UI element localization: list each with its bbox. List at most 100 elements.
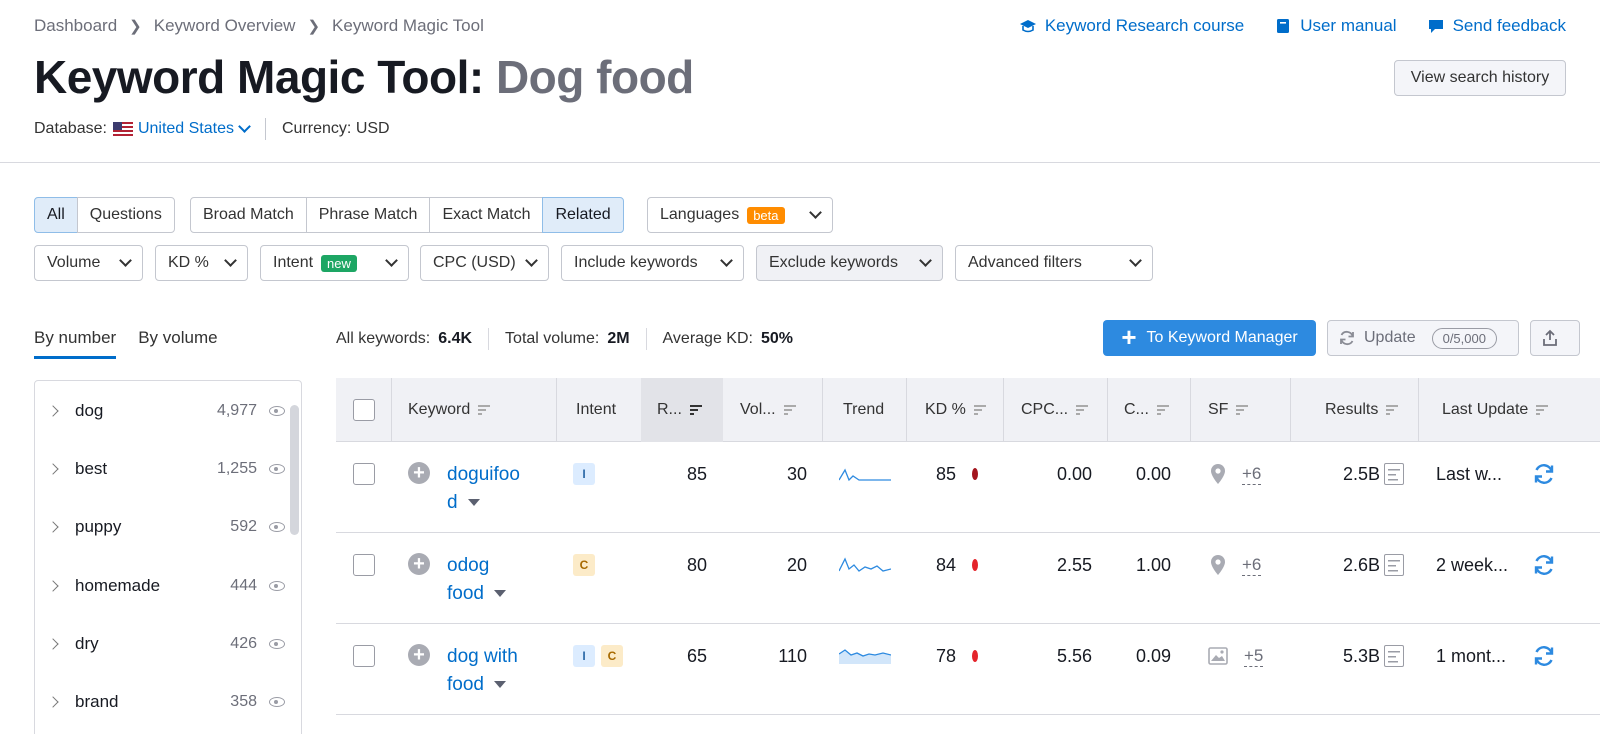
trend-sparkline — [839, 442, 891, 506]
chevron-right-icon[interactable] — [47, 405, 59, 417]
eye-icon[interactable] — [269, 581, 285, 591]
eye-icon[interactable] — [269, 639, 285, 649]
keyword-link[interactable]: dog with food — [447, 643, 557, 699]
breadcrumb-keyword-overview[interactable]: Keyword Overview — [153, 16, 296, 35]
chevron-right-icon[interactable] — [47, 580, 59, 592]
results-cell[interactable]: 5.3B — [1326, 624, 1404, 688]
scrollbar[interactable] — [290, 405, 299, 535]
select-all-checkbox[interactable] — [353, 378, 375, 442]
user-manual-link[interactable]: User manual — [1274, 16, 1397, 36]
eye-icon[interactable] — [269, 464, 285, 474]
sort-icon[interactable] — [973, 405, 986, 415]
refresh-row-button[interactable] — [1532, 442, 1556, 506]
tab-by-number[interactable]: By number — [34, 328, 117, 359]
row-checkbox[interactable] — [353, 442, 375, 506]
chevron-right-icon[interactable] — [47, 696, 59, 708]
languages-dropdown[interactable]: Languages beta — [647, 197, 833, 233]
caret-down-icon[interactable] — [493, 681, 506, 689]
group-item[interactable]: brand 358 — [35, 687, 285, 717]
column-last-update[interactable]: Last Update — [1442, 378, 1549, 442]
keyword-link[interactable]: doguifoo d — [447, 461, 557, 517]
group-item[interactable]: dog 4,977 — [35, 396, 285, 426]
eye-icon[interactable] — [269, 697, 285, 707]
sort-icon[interactable] — [1156, 405, 1169, 415]
checkbox[interactable] — [353, 554, 375, 576]
export-button[interactable] — [1530, 320, 1580, 356]
row-checkbox[interactable] — [353, 624, 375, 688]
average-kd-value: 50% — [760, 330, 793, 347]
include-keywords-filter[interactable]: Include keywords — [561, 245, 744, 281]
column-cpc[interactable]: CPC... — [1021, 378, 1089, 442]
breadcrumb-dashboard[interactable]: Dashboard — [34, 16, 118, 35]
tab-exact-match[interactable]: Exact Match — [429, 197, 544, 233]
volume-filter[interactable]: Volume — [34, 245, 143, 281]
tab-broad-match[interactable]: Broad Match — [190, 197, 307, 233]
keyword-research-course-link[interactable]: Keyword Research course — [1019, 16, 1244, 36]
tab-by-volume[interactable]: By volume — [138, 328, 218, 347]
checkbox[interactable] — [353, 399, 375, 421]
sf-cell[interactable]: +6 — [1210, 442, 1262, 506]
sf-count[interactable]: +5 — [1244, 645, 1264, 667]
checkbox[interactable] — [353, 463, 375, 485]
caret-down-icon[interactable] — [467, 499, 480, 507]
group-item[interactable]: best 1,255 — [35, 454, 285, 484]
serp-doc-icon[interactable] — [1384, 554, 1404, 576]
advanced-filters[interactable]: Advanced filters — [955, 245, 1153, 281]
group-item[interactable]: puppy 592 — [35, 512, 285, 542]
results-cell[interactable]: 2.5B — [1326, 442, 1404, 506]
column-results[interactable]: Results — [1325, 378, 1399, 442]
caret-down-icon[interactable] — [493, 590, 506, 598]
tab-related[interactable]: Related — [542, 197, 624, 233]
keyword-link[interactable]: odog food — [447, 552, 557, 608]
sort-icon[interactable] — [1236, 405, 1249, 415]
tab-questions[interactable]: Questions — [76, 197, 175, 233]
add-keyword-icon[interactable]: + — [408, 462, 430, 484]
column-rank[interactable]: R... — [641, 378, 723, 442]
refresh-row-button[interactable] — [1532, 624, 1556, 688]
eye-icon[interactable] — [269, 406, 285, 416]
column-sf[interactable]: SF — [1208, 378, 1249, 442]
send-feedback-link[interactable]: Send feedback — [1427, 16, 1566, 36]
sort-icon[interactable] — [689, 405, 702, 415]
sort-icon[interactable] — [1076, 405, 1089, 415]
tab-all[interactable]: All — [34, 197, 78, 233]
intent-filter[interactable]: Intent new — [260, 245, 409, 281]
sf-count[interactable]: +6 — [1242, 463, 1262, 485]
checkbox[interactable] — [353, 645, 375, 667]
add-keyword-icon[interactable]: + — [408, 644, 430, 666]
results-cell[interactable]: 2.6B — [1326, 533, 1404, 597]
row-checkbox[interactable] — [353, 533, 375, 597]
eye-icon[interactable] — [269, 522, 285, 532]
sf-cell[interactable]: +6 — [1210, 533, 1262, 597]
chevron-right-icon[interactable] — [47, 638, 59, 650]
kd-filter[interactable]: KD % — [155, 245, 248, 281]
serp-doc-icon[interactable] — [1384, 463, 1404, 485]
sort-icon[interactable] — [1536, 405, 1549, 415]
refresh-row-button[interactable] — [1532, 533, 1556, 597]
chevron-right-icon[interactable] — [47, 521, 59, 533]
sort-icon[interactable] — [1386, 405, 1399, 415]
update-button[interactable]: Update 0/5,000 — [1327, 320, 1519, 356]
to-keyword-manager-button[interactable]: + To Keyword Manager — [1103, 320, 1316, 356]
sort-icon[interactable] — [783, 405, 796, 415]
exclude-keywords-filter[interactable]: Exclude keywords — [756, 245, 943, 281]
chevron-right-icon[interactable] — [47, 463, 59, 475]
sf-cell[interactable]: +5 — [1208, 624, 1264, 688]
divider — [488, 328, 490, 350]
view-search-history-button[interactable]: View search history — [1394, 60, 1566, 96]
column-keyword[interactable]: Keyword — [408, 378, 491, 442]
sf-count[interactable]: +6 — [1242, 554, 1262, 576]
keyword-text-2: food — [447, 583, 484, 604]
serp-doc-icon[interactable] — [1384, 645, 1404, 667]
cpc-filter[interactable]: CPC (USD) — [420, 245, 549, 281]
chevron-down-icon[interactable] — [238, 120, 251, 133]
column-kd[interactable]: KD % — [925, 378, 986, 442]
database-selector[interactable]: United States — [137, 120, 234, 137]
sort-icon[interactable] — [478, 405, 491, 415]
column-competition[interactable]: C... — [1124, 378, 1169, 442]
group-item[interactable]: dry 426 — [35, 629, 285, 659]
group-item[interactable]: homemade 444 — [35, 571, 285, 601]
column-volume[interactable]: Vol... — [740, 378, 796, 442]
tab-phrase-match[interactable]: Phrase Match — [305, 197, 431, 233]
add-keyword-icon[interactable]: + — [408, 553, 430, 575]
